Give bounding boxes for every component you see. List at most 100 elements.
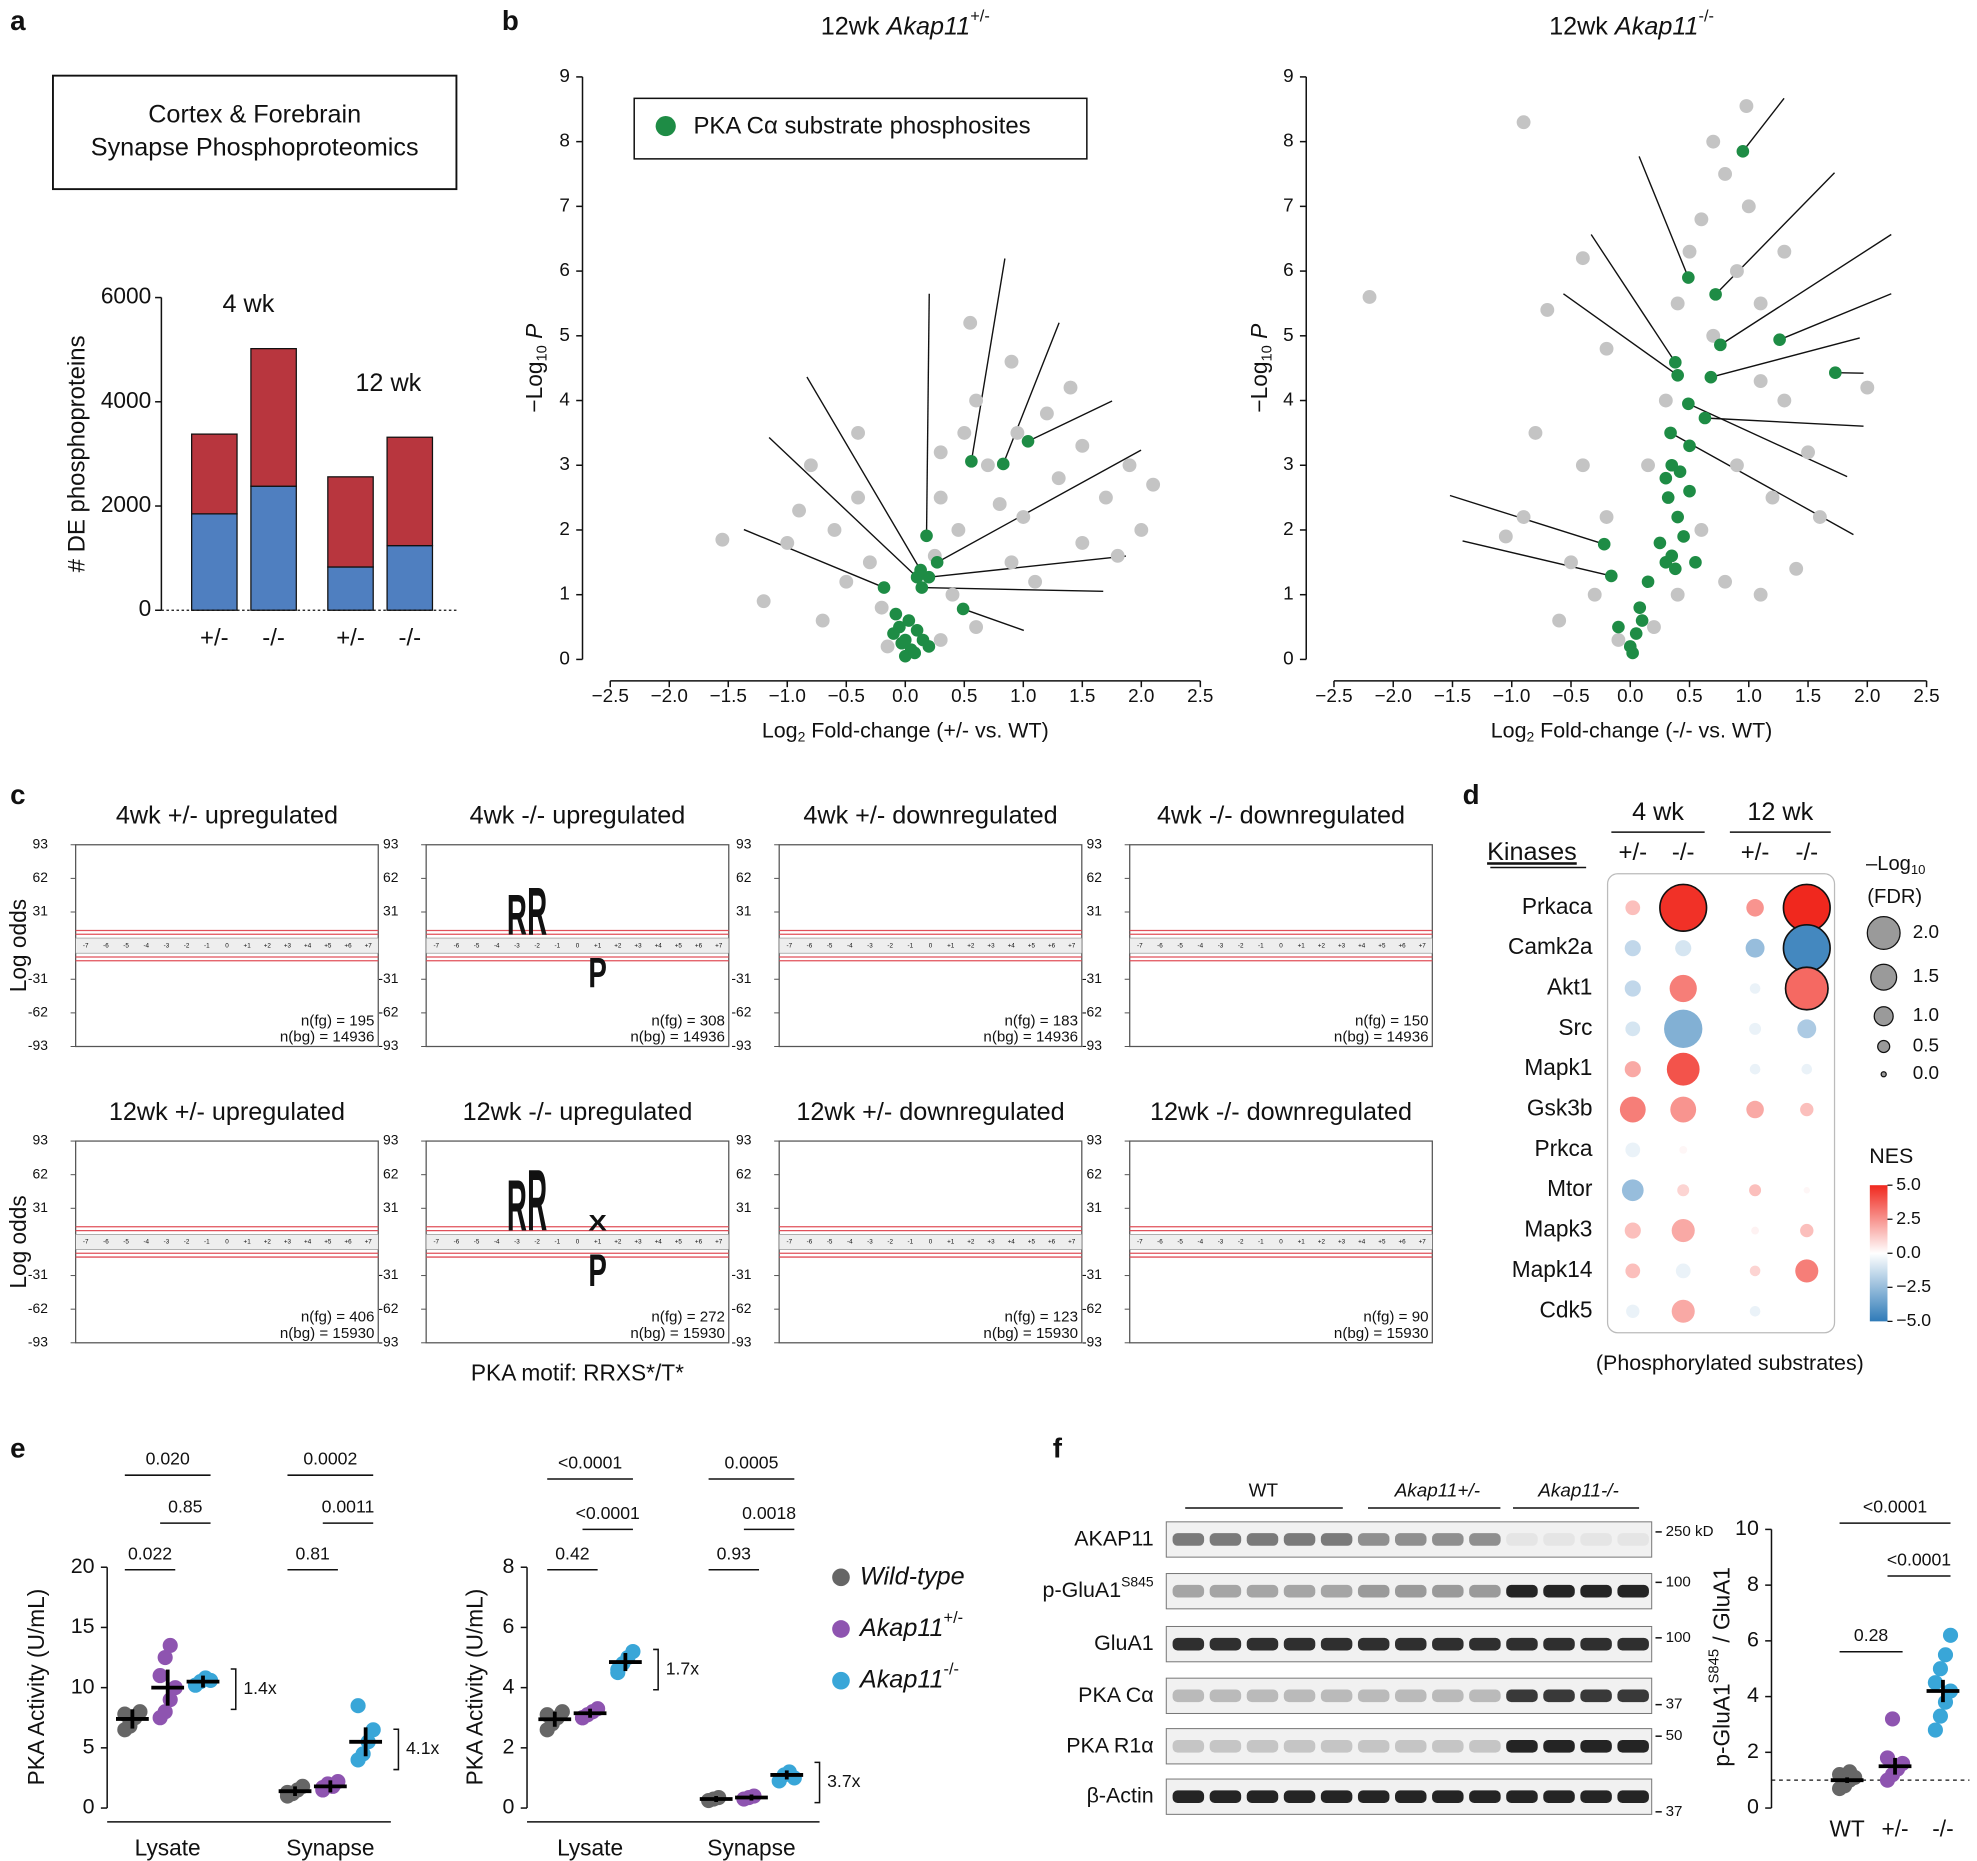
- data-point: [162, 1637, 178, 1654]
- position-label: +2: [614, 1239, 622, 1246]
- substrate-point: [889, 607, 903, 621]
- blot-band: [1543, 1739, 1575, 1753]
- position-label: +3: [1338, 1239, 1346, 1246]
- x-tick-label: 2.5: [1913, 686, 1939, 707]
- y-tick-label: 3: [559, 454, 570, 475]
- background-point: [1694, 212, 1709, 227]
- blot-band: [1432, 1637, 1464, 1651]
- background-point: [1004, 354, 1019, 369]
- substrate-point: [910, 623, 924, 637]
- position-label: +1: [1298, 942, 1306, 949]
- blot-band: [1394, 1533, 1427, 1546]
- label-leader: [1638, 156, 1689, 278]
- y-tick-label: 0: [559, 648, 570, 669]
- y-tick-label: 62: [383, 1165, 399, 1181]
- position-label: -7: [83, 1239, 89, 1246]
- x-axis-label-part: Fold-change (+/- vs. WT): [805, 718, 1048, 742]
- fold-label: 1.7x: [666, 1658, 700, 1678]
- substrate-point: [1683, 439, 1696, 453]
- blot-band: [1172, 1637, 1205, 1651]
- position-label: +3: [634, 1239, 642, 1246]
- position-label: -1: [204, 1239, 210, 1246]
- legend-label-part: Akap11: [858, 1614, 944, 1642]
- y-tick-label: 1: [559, 584, 570, 605]
- blot-band: [1469, 1584, 1501, 1598]
- background-point: [1362, 290, 1377, 304]
- logo-letter: R: [527, 873, 547, 949]
- p-value: <0.0001: [558, 1452, 622, 1472]
- center-band: [75, 937, 379, 954]
- blot-band: [1469, 1739, 1501, 1753]
- background-point: [963, 315, 978, 330]
- chart-title-part: Akap11: [885, 12, 971, 40]
- row-label-part: p-GluA1: [1043, 1578, 1122, 1602]
- y-tick-label: -93: [1082, 1333, 1102, 1349]
- background-point: [1146, 477, 1161, 492]
- y-axis-label-part: 10: [535, 345, 551, 361]
- substrate-point: [877, 581, 891, 594]
- background-point: [1730, 458, 1744, 473]
- position-label: -3: [514, 942, 520, 949]
- y-axis-label: −Log10 P: [1246, 324, 1276, 413]
- position-label: 0: [225, 1239, 229, 1246]
- blot-band: [1283, 1637, 1316, 1651]
- substrate-point: [1671, 368, 1684, 382]
- bubble: [1801, 1063, 1813, 1075]
- background-point: [1004, 555, 1019, 570]
- n-foreground: n(fg) = 272: [651, 1309, 725, 1326]
- blot-band: [1320, 1637, 1353, 1651]
- y-axis-label-part: −Log: [521, 362, 547, 413]
- bubble: [1746, 1100, 1764, 1119]
- size-legend-label: 1.5: [1913, 966, 1939, 987]
- background-point: [1075, 438, 1090, 453]
- column-label: -/-: [1672, 839, 1695, 866]
- background-point: [1016, 510, 1031, 524]
- substrate-point: [1633, 601, 1647, 614]
- n-foreground: n(fg) = 90: [1363, 1309, 1428, 1326]
- background-point: [1730, 264, 1744, 279]
- blot-band: [1506, 1533, 1538, 1546]
- x-tick-label: Lysate: [557, 1835, 623, 1861]
- bar-segment: [327, 566, 374, 611]
- legend-marker: [832, 1671, 850, 1690]
- background-point: [1599, 510, 1614, 524]
- x-tick-label: +/-: [1881, 1816, 1908, 1842]
- bubble: [1749, 1265, 1761, 1277]
- position-label: -5: [1177, 1239, 1183, 1246]
- data-point: [1842, 1764, 1858, 1780]
- data-point: [365, 1722, 381, 1738]
- row-label: Mapk3: [1524, 1216, 1592, 1242]
- fold-bracket: [814, 1761, 821, 1804]
- position-label: +2: [1318, 942, 1326, 949]
- y-axis-label-part: 10: [1260, 345, 1276, 361]
- logo-title: 4wk +/- downregulated: [803, 802, 1057, 830]
- size-legend-marker: [1873, 1006, 1894, 1027]
- n-foreground: n(fg) = 150: [1355, 1012, 1429, 1029]
- y-tick-label: 31: [32, 903, 48, 919]
- substrate-point: [922, 570, 936, 584]
- substrate-point: [1659, 471, 1673, 485]
- position-label: +6: [1048, 942, 1056, 949]
- y-tick-label: 31: [32, 1199, 48, 1215]
- logo-letter: R: [527, 1151, 547, 1249]
- y-tick-label: 0: [1747, 1795, 1759, 1819]
- x-tick-label: +/-: [336, 625, 365, 652]
- y-tick-label: 93: [383, 835, 399, 851]
- background-point: [1718, 167, 1733, 181]
- substrate-point: [1736, 145, 1750, 158]
- position-label: -4: [1198, 942, 1204, 949]
- y-tick-label: 4: [1747, 1683, 1759, 1707]
- background-point: [1516, 115, 1531, 130]
- center-band: [778, 1234, 1083, 1250]
- position-label: 0: [576, 1239, 580, 1246]
- blot-band: [1246, 1689, 1279, 1703]
- position-label: +1: [244, 1239, 252, 1246]
- chart-title-part: -/-: [1699, 8, 1714, 26]
- position-label: -2: [887, 942, 893, 949]
- y-axis-label-part: P: [1246, 324, 1272, 339]
- n-foreground: n(fg) = 406: [301, 1309, 375, 1326]
- position-label: -3: [164, 942, 170, 949]
- background-point: [933, 490, 948, 505]
- logo-letter: R: [507, 1165, 527, 1247]
- logo-letter: P: [588, 950, 607, 997]
